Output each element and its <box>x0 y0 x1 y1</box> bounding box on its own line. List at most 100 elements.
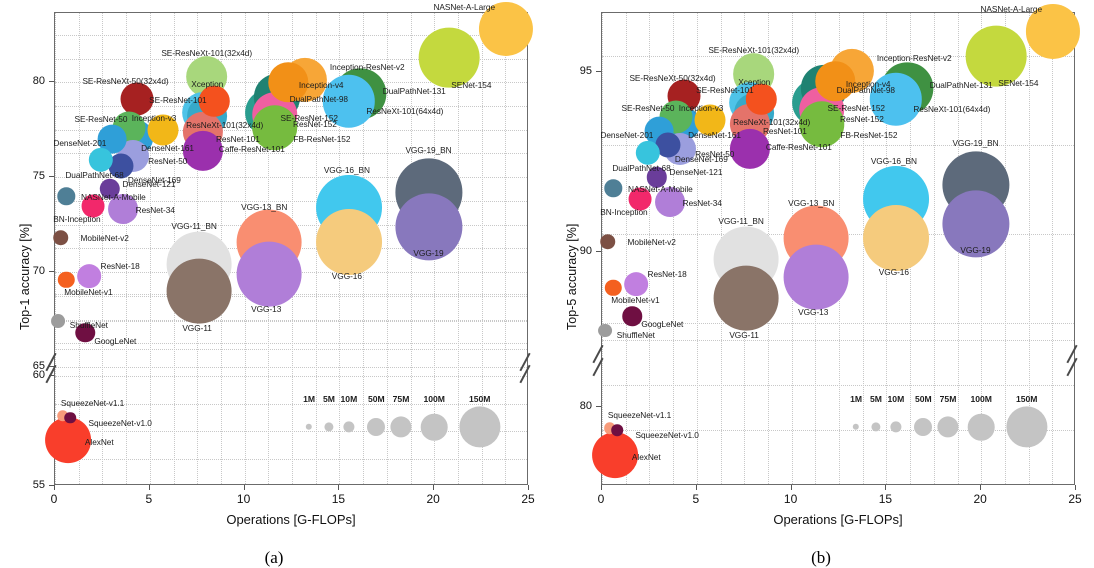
y-axis-tick-label: 80 <box>33 75 45 87</box>
gridline-vertical <box>1052 13 1054 484</box>
bubble-vgg-16[interactable] <box>863 205 929 271</box>
bubble-label: Caffe-ResNet-101 <box>766 143 832 151</box>
x-axis-tick-mark <box>1075 485 1076 490</box>
bubble-label: ResNet-18 <box>648 270 687 278</box>
bubble-label: DenseNet-201 <box>600 131 653 139</box>
size-legend-bubble <box>1006 406 1047 447</box>
bubble-label: ResNet-152 <box>840 115 884 123</box>
bubble-label: ResNeXt-101(32x4d) <box>186 121 263 129</box>
gridline-horizontal <box>55 404 527 406</box>
gridline-horizontal <box>55 431 527 433</box>
bubble-shufflenet[interactable] <box>598 324 612 338</box>
gridline-vertical <box>79 13 81 484</box>
bubble-label: VGG-16 <box>879 268 909 276</box>
x-axis-tick-label: 20 <box>427 492 440 506</box>
bubble-mobilenet-v2[interactable] <box>600 234 616 250</box>
y-axis-tick-mark <box>49 176 54 177</box>
bubble-label: VGG-16_BN <box>871 157 917 165</box>
size-legend-bubble <box>324 422 333 431</box>
size-legend-bubble <box>421 414 448 441</box>
x-axis-tick-mark <box>433 485 434 490</box>
gridline-horizontal <box>602 340 1074 342</box>
x-axis-tick-mark <box>885 485 886 490</box>
size-legend-label: 1M <box>303 394 315 404</box>
bubble-label: Inception-ResNet-v2 <box>330 63 405 71</box>
bubble-nasnet-a-mobile[interactable] <box>58 187 75 204</box>
y-axis-title-a: Top-1 accuracy [%] <box>18 224 32 330</box>
y-axis-tick-label: 75 <box>33 170 45 182</box>
x-axis-tick-mark <box>149 485 150 490</box>
x-axis-tick-mark <box>338 485 339 490</box>
bubble-mobilenet-v1[interactable] <box>58 271 74 287</box>
bubble-dualpathnet-68[interactable] <box>635 140 659 164</box>
gridline-vertical <box>387 13 389 484</box>
bubble-vgg-16[interactable] <box>316 209 382 275</box>
bubble-label: DualPathNet-98 <box>837 86 895 94</box>
x-axis-title-a: Operations [G-FLOPs] <box>226 512 355 527</box>
bubble-label: ResNet-101 <box>216 134 260 142</box>
y-axis-tick-mark <box>49 271 54 272</box>
bubble-label: BN-Inception <box>53 214 100 222</box>
bubble-label: NASNet-A-Mobile <box>628 185 693 193</box>
subfigure-caption-a: (a) <box>265 548 284 568</box>
bubble-label: ResNeXt-101(64x4d) <box>366 107 443 115</box>
bubble-label: VGG-11_BN <box>171 222 217 230</box>
bubble-label: Inception-v3 <box>679 104 724 112</box>
bubble-squeezenet-v1-0[interactable] <box>64 412 76 424</box>
bubble-mobilenet-v2[interactable] <box>53 230 69 246</box>
bubble-label: ResNet-34 <box>683 199 722 207</box>
bubble-vgg-11[interactable] <box>714 266 779 331</box>
bubble-label: DenseNet-201 <box>53 139 106 147</box>
bubble-vgg-13[interactable] <box>237 242 302 307</box>
size-legend-label: 10M <box>341 394 358 404</box>
bubble-vgg-11[interactable] <box>167 259 232 324</box>
y-axis-tick-mark <box>596 71 601 72</box>
gridline-horizontal <box>55 349 527 351</box>
y-axis-title-b: Top-5 accuracy [%] <box>565 224 579 330</box>
size-legend-label: 100M <box>423 394 445 404</box>
gridline-horizontal <box>55 459 527 461</box>
bubble-label: Inception-ResNet-v2 <box>877 53 952 61</box>
bubble-resnet-18[interactable] <box>77 264 101 288</box>
bubble-label: Xception <box>738 78 770 86</box>
bubble-label: BN-Inception <box>600 208 647 216</box>
x-axis-tick-label: 25 <box>521 492 534 506</box>
bubble-label: MobileNet-v2 <box>628 237 676 245</box>
size-legend-label: 100M <box>970 394 992 404</box>
size-legend-label: 5M <box>323 394 335 404</box>
bubble-label: ResNeXt-101(64x4d) <box>913 105 990 113</box>
bubble-label: AlexNet <box>632 453 661 461</box>
bubble-label: SE-ResNet-152 <box>828 104 885 112</box>
bubble-label: SE-ResNeXt-50(32x4d) <box>629 73 715 81</box>
bubble-vgg-13[interactable] <box>784 245 849 310</box>
size-legend-label: 1M <box>850 394 862 404</box>
bubble-label: FB-ResNet-152 <box>840 131 897 139</box>
bubble-label: DualPathNet-68 <box>612 163 670 171</box>
x-axis-tick-label: 0 <box>51 492 58 506</box>
gridline-horizontal <box>55 376 527 378</box>
bubble-nasnet-a-mobile[interactable] <box>605 179 622 196</box>
bubble-squeezenet-v1-0[interactable] <box>611 424 623 436</box>
bubble-label: GoogLeNet <box>641 320 683 328</box>
bubble-label: SENet-154 <box>998 79 1038 87</box>
bubble-label: SENet-154 <box>451 80 491 88</box>
size-legend-bubble <box>914 418 932 436</box>
y-axis-tick-label: 95 <box>580 65 592 77</box>
bubble-shufflenet[interactable] <box>51 314 65 328</box>
y-axis-tick-mark <box>596 251 601 252</box>
bubble-label: GoogLeNet <box>94 337 136 345</box>
bubble-label: Caffe-ResNet-101 <box>219 144 285 152</box>
bubble-mobilenet-v1[interactable] <box>605 280 621 296</box>
bubble-googlenet[interactable] <box>623 307 642 326</box>
bubble-label: ResNet-18 <box>101 262 140 270</box>
x-axis-tick-mark <box>601 485 602 490</box>
bubble-resnet-18[interactable] <box>624 272 648 296</box>
x-axis-tick-label: 0 <box>598 492 605 506</box>
bubble-label: VGG-11_BN <box>718 217 764 225</box>
x-axis-tick-mark <box>980 485 981 490</box>
gridline-vertical <box>505 13 507 484</box>
y-axis-tick-label: 80 <box>580 400 592 412</box>
bubble-label: VGG-16_BN <box>324 165 370 173</box>
